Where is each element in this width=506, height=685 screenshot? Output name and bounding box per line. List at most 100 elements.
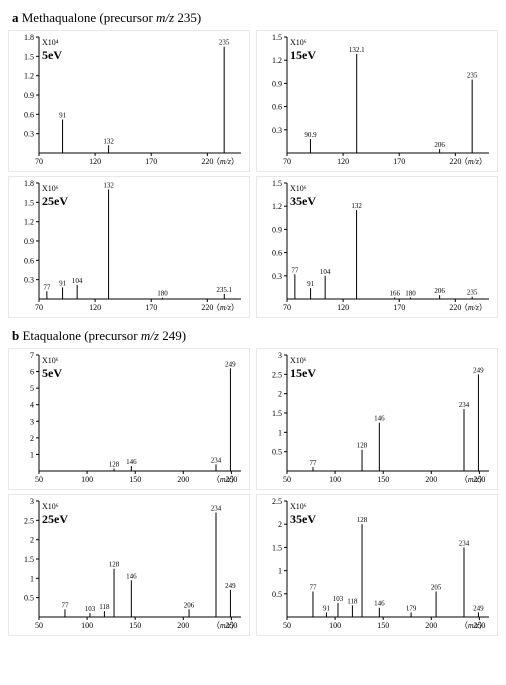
svg-text:35eV: 35eV xyxy=(290,194,316,208)
svg-text:120: 120 xyxy=(337,303,349,312)
spectrum-panel: 123456750100150200250（m/z）128146234249X1… xyxy=(9,349,249,489)
svg-text:249: 249 xyxy=(473,604,484,612)
spectrum-panel: 0.30.60.91.21.570120170220（m/z）779110413… xyxy=(257,177,497,317)
svg-text:70: 70 xyxy=(283,303,291,312)
svg-text:77: 77 xyxy=(43,283,51,291)
panel: 0.511.522.5350100150200250（m/z）771031181… xyxy=(8,494,250,636)
svg-text:1.5: 1.5 xyxy=(24,52,34,61)
svg-text:0.6: 0.6 xyxy=(24,110,34,119)
svg-text:132: 132 xyxy=(103,137,114,145)
svg-text:1.8: 1.8 xyxy=(24,33,34,42)
svg-text:1: 1 xyxy=(278,567,282,576)
svg-text:（m/z）: （m/z） xyxy=(212,303,239,312)
svg-text:25eV: 25eV xyxy=(42,194,68,208)
spectrum-panel: 0.30.60.91.21.51.870120170220（m/z）911322… xyxy=(9,31,249,171)
svg-text:7: 7 xyxy=(30,351,34,360)
svg-text:5: 5 xyxy=(30,384,34,393)
svg-text:（m/z）: （m/z） xyxy=(460,475,487,484)
svg-text:206: 206 xyxy=(434,287,445,295)
spectrum-panel: 0.511.522.5350100150200250（m/z）771281462… xyxy=(257,349,497,489)
svg-text:0.6: 0.6 xyxy=(272,103,282,112)
svg-text:170: 170 xyxy=(145,303,157,312)
svg-text:146: 146 xyxy=(374,415,385,423)
svg-text:206: 206 xyxy=(184,601,195,609)
panel: 0.30.60.91.21.51.870120170220（m/z）911322… xyxy=(8,30,250,172)
svg-text:0.5: 0.5 xyxy=(272,590,282,599)
svg-text:2: 2 xyxy=(278,390,282,399)
spectrum-panel: 0.511.522.550100150200250（m/z）7791103118… xyxy=(257,495,497,635)
svg-text:1.5: 1.5 xyxy=(272,179,282,188)
svg-text:1.5: 1.5 xyxy=(24,555,34,564)
svg-text:2.5: 2.5 xyxy=(272,497,282,506)
svg-text:77: 77 xyxy=(309,583,317,591)
svg-text:179: 179 xyxy=(406,604,417,612)
svg-text:170: 170 xyxy=(145,157,157,166)
svg-text:15eV: 15eV xyxy=(290,366,316,380)
svg-text:77: 77 xyxy=(309,459,317,467)
svg-text:50: 50 xyxy=(283,475,291,484)
panel: 0.30.60.91.21.51.870120170220（m/z）779110… xyxy=(8,176,250,318)
svg-text:100: 100 xyxy=(81,621,93,630)
svg-text:150: 150 xyxy=(129,475,141,484)
panel: 0.30.60.91.21.570120170220（m/z）90.9132.1… xyxy=(256,30,498,172)
panel-grid: 123456750100150200250（m/z）128146234249X1… xyxy=(8,348,498,636)
svg-text:235: 235 xyxy=(467,289,478,297)
svg-text:15eV: 15eV xyxy=(290,48,316,62)
svg-text:170: 170 xyxy=(393,303,405,312)
svg-text:235: 235 xyxy=(467,72,478,80)
svg-text:X10⁶: X10⁶ xyxy=(42,184,59,193)
svg-text:206: 206 xyxy=(434,141,445,149)
spectrum-panel: 0.511.522.5350100150200250（m/z）771031181… xyxy=(9,495,249,635)
svg-text:50: 50 xyxy=(283,621,291,630)
svg-text:100: 100 xyxy=(329,475,341,484)
svg-text:103: 103 xyxy=(333,595,344,603)
svg-text:50: 50 xyxy=(35,621,43,630)
svg-text:X10⁶: X10⁶ xyxy=(290,184,307,193)
svg-text:2: 2 xyxy=(30,536,34,545)
svg-text:1.2: 1.2 xyxy=(24,218,34,227)
svg-text:（m/z）: （m/z） xyxy=(212,157,239,166)
svg-text:77: 77 xyxy=(291,266,299,274)
svg-text:1.5: 1.5 xyxy=(272,543,282,552)
svg-text:1.8: 1.8 xyxy=(24,179,34,188)
svg-text:104: 104 xyxy=(72,277,83,285)
svg-text:X10⁴: X10⁴ xyxy=(42,38,59,47)
svg-text:0.5: 0.5 xyxy=(272,448,282,457)
svg-text:0.3: 0.3 xyxy=(272,126,282,135)
svg-text:91: 91 xyxy=(59,279,67,287)
svg-text:234: 234 xyxy=(211,456,222,464)
svg-text:150: 150 xyxy=(377,621,389,630)
svg-text:2.5: 2.5 xyxy=(24,516,34,525)
svg-text:50: 50 xyxy=(35,475,43,484)
svg-text:91: 91 xyxy=(59,111,67,119)
svg-text:0.5: 0.5 xyxy=(24,594,34,603)
svg-text:200: 200 xyxy=(425,621,437,630)
svg-text:150: 150 xyxy=(377,475,389,484)
spectrum-panel: 0.30.60.91.21.570120170220（m/z）90.9132.1… xyxy=(257,31,497,171)
section-title: b Etaqualone (precursor m/z 249) xyxy=(12,328,498,344)
svg-text:235.1: 235.1 xyxy=(216,286,232,294)
svg-text:25eV: 25eV xyxy=(42,512,68,526)
svg-text:0.9: 0.9 xyxy=(272,79,282,88)
svg-text:（m/z）: （m/z） xyxy=(460,157,487,166)
svg-text:1.2: 1.2 xyxy=(272,56,282,65)
svg-text:100: 100 xyxy=(81,475,93,484)
svg-text:103: 103 xyxy=(85,605,96,613)
svg-text:0.9: 0.9 xyxy=(24,237,34,246)
svg-text:2: 2 xyxy=(278,520,282,529)
svg-text:249: 249 xyxy=(225,360,236,368)
svg-text:249: 249 xyxy=(473,366,484,374)
svg-text:70: 70 xyxy=(283,157,291,166)
svg-text:（m/z）: （m/z） xyxy=(212,621,239,630)
svg-text:1: 1 xyxy=(30,574,34,583)
svg-text:77: 77 xyxy=(61,601,69,609)
panel: 123456750100150200250（m/z）128146234249X1… xyxy=(8,348,250,490)
svg-text:118: 118 xyxy=(347,597,358,605)
svg-text:5eV: 5eV xyxy=(42,48,62,62)
svg-text:0.9: 0.9 xyxy=(272,225,282,234)
svg-text:0.6: 0.6 xyxy=(272,249,282,258)
spectrum-panel: 0.30.60.91.21.51.870120170220（m/z）779110… xyxy=(9,177,249,317)
svg-text:X10⁶: X10⁶ xyxy=(290,502,307,511)
svg-text:146: 146 xyxy=(374,600,385,608)
svg-text:（m/z）: （m/z） xyxy=(460,303,487,312)
